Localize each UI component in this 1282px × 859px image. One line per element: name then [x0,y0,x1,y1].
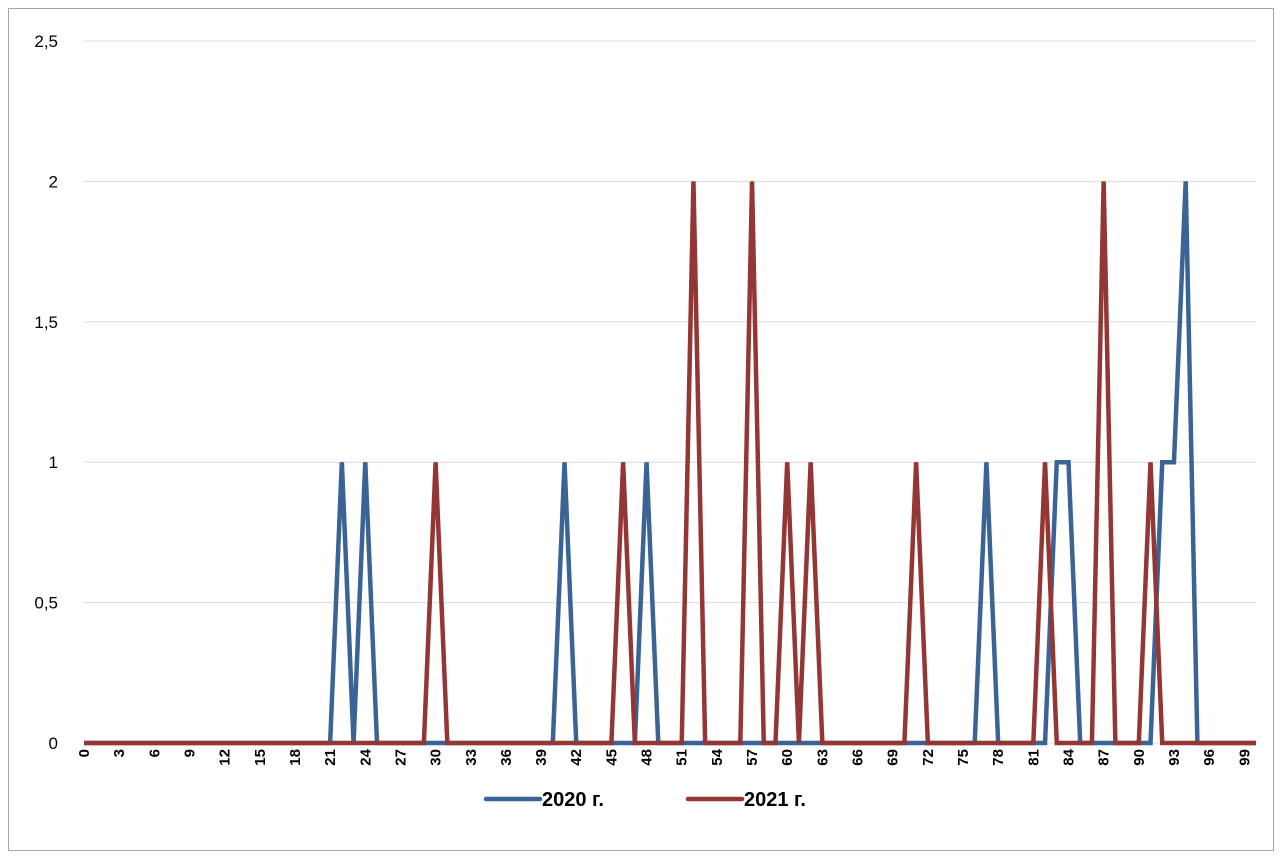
x-tick-label: 36 [498,749,515,766]
y-axis-tick-labels: 0 0,5 1 1,5 2 2,5 [34,32,58,753]
x-tick-label: 48 [639,749,656,766]
x-tick-label: 72 [920,749,937,766]
y-tick-label: 1,5 [34,313,58,332]
x-tick-label: 99 [1236,749,1253,766]
x-tick-label: 51 [674,749,691,766]
x-tick-label: 33 [463,749,480,766]
x-tick-label: 69 [885,749,902,766]
legend-label: 2021 г. [744,789,806,811]
y-tick-label: 1 [49,453,58,472]
x-tick-label: 18 [287,749,304,766]
series-lines [84,181,1256,746]
legend: 2020 г. 2021 г. [483,789,806,811]
x-tick-label: 6 [146,749,163,757]
y-tick-label: 0 [49,734,58,753]
y-tick-label: 0,5 [34,594,58,613]
x-tick-label: 12 [217,749,234,766]
x-tick-label: 54 [709,748,726,765]
x-tick-label: 63 [814,749,831,766]
x-tick-label: 24 [357,748,374,765]
legend-label: 2020 г. [542,789,604,811]
x-tick-label: 87 [1096,749,1113,766]
x-tick-label: 57 [744,749,761,766]
y-tick-label: 2,5 [34,32,58,51]
x-tick-label: 84 [1060,748,1077,765]
x-tick-label: 96 [1201,749,1218,766]
x-tick-label: 93 [1166,749,1183,766]
x-tick-label: 75 [955,749,972,766]
x-tick-label: 3 [111,749,128,757]
series-line-2 [84,181,1256,746]
x-axis-tick-labels: 0 3 6 9 12 15 18 21 24 27 30 33 36 39 42 45 48 51 54 57 60 63… [76,748,1253,765]
x-tick-label: 90 [1131,749,1148,766]
y-tick-label: 2 [49,172,58,191]
x-tick-label: 66 [850,749,867,766]
gridlines [84,40,1256,744]
x-tick-label: 45 [603,749,620,766]
x-tick-label: 60 [779,749,796,766]
x-tick-label: 30 [428,749,445,766]
x-tick-label: 9 [181,749,198,757]
x-tick-label: 39 [533,749,550,766]
x-tick-label: 0 [76,749,93,757]
x-tick-label: 27 [392,749,409,766]
chart-frame [8,8,1274,851]
x-tick-label: 78 [990,749,1007,766]
x-tick-label: 21 [322,749,339,766]
x-tick-label: 42 [568,749,585,766]
x-tick-label: 81 [1025,749,1042,766]
x-tick-label: 15 [252,749,269,766]
